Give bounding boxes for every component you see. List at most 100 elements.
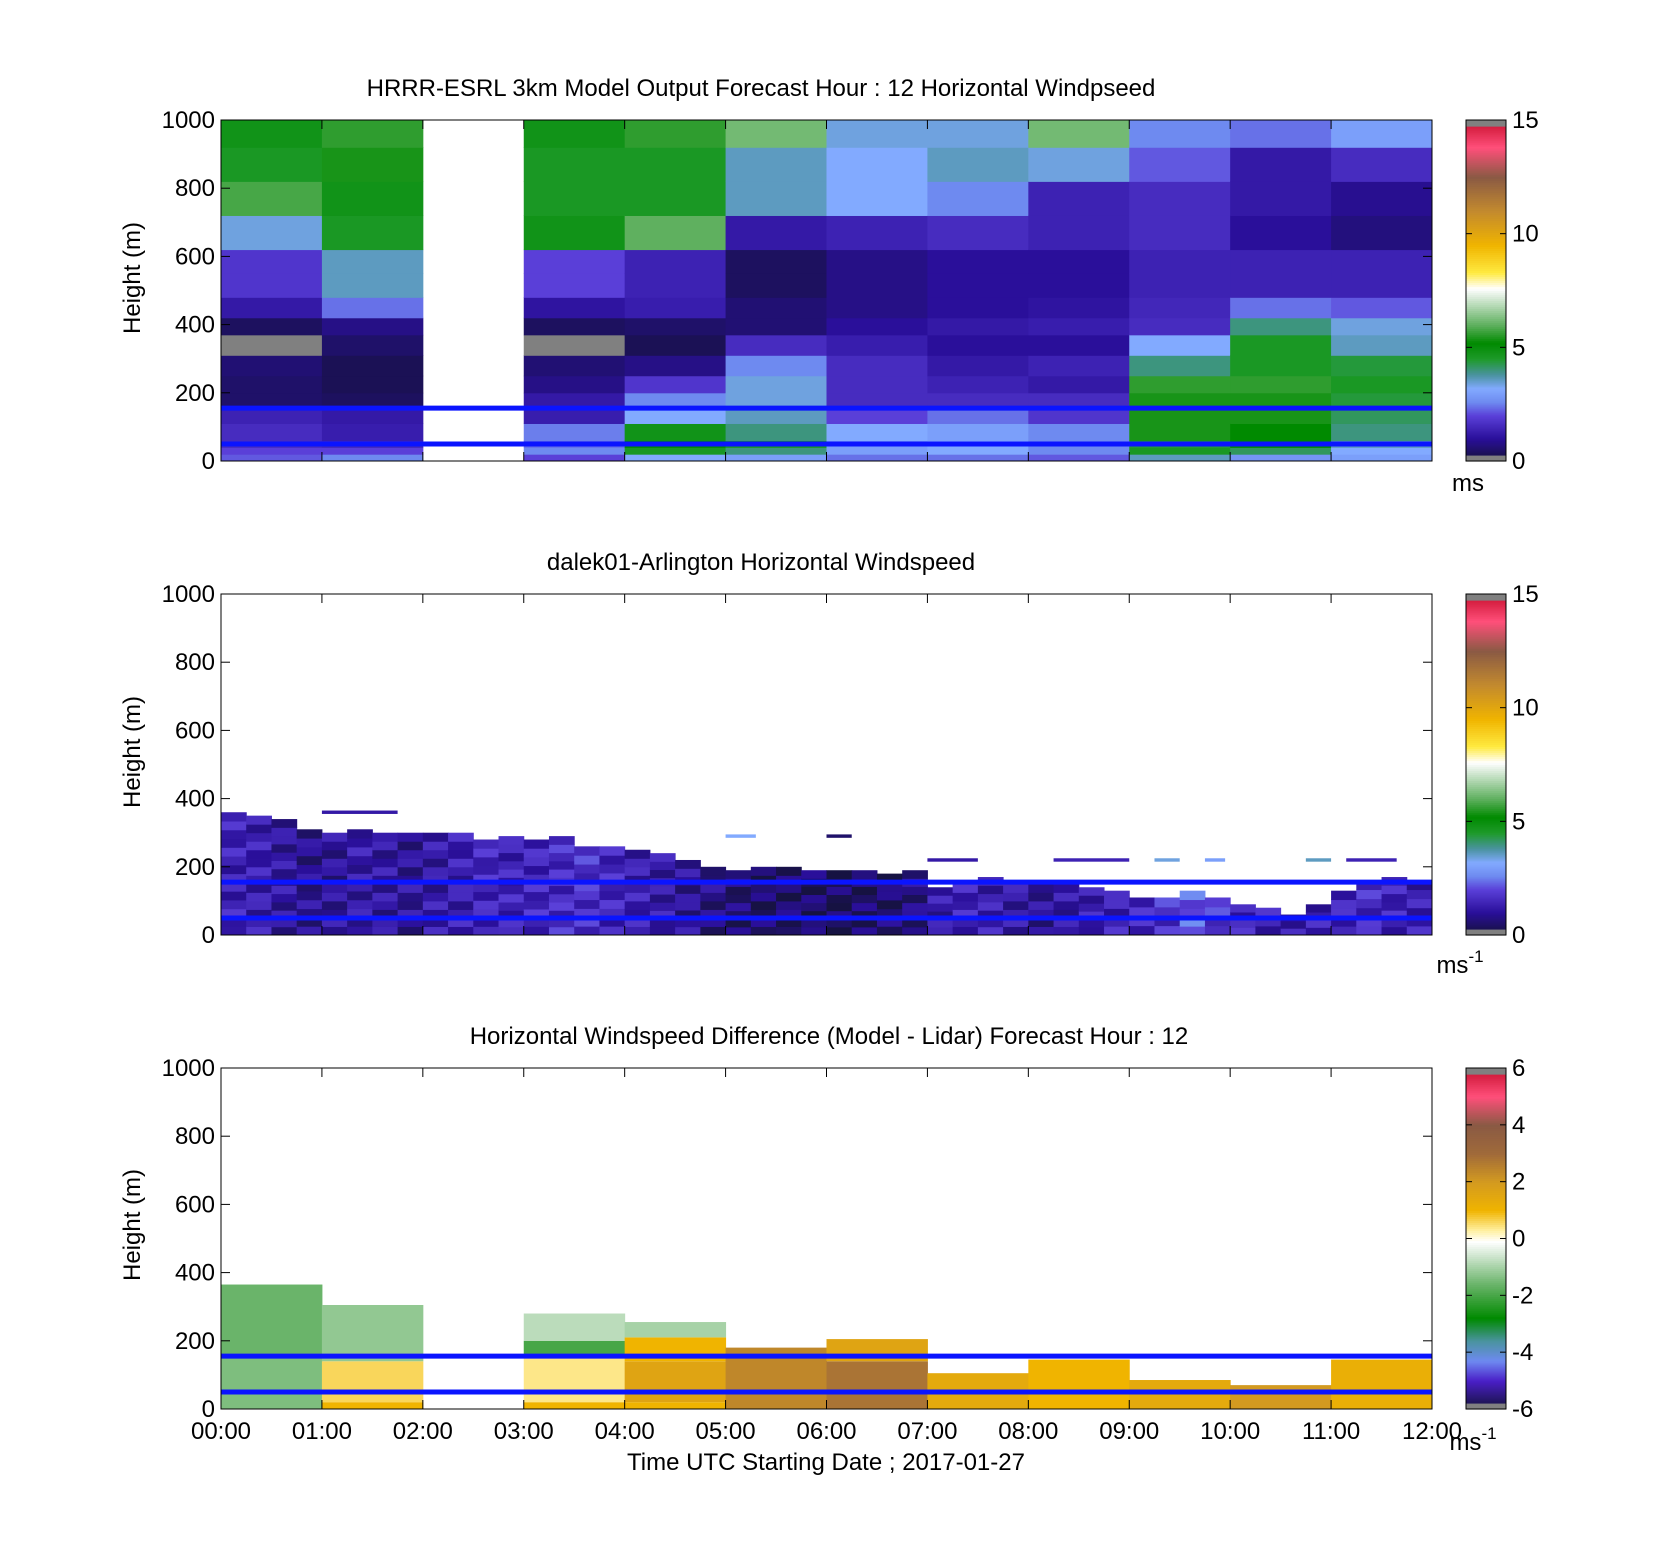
difference-cell xyxy=(1331,1359,1433,1409)
model-cell xyxy=(1129,447,1231,455)
colorbar-segment xyxy=(1466,1340,1506,1344)
lidar-cell xyxy=(624,866,651,876)
lidar-cell xyxy=(826,926,853,936)
lidar-cell xyxy=(574,890,600,901)
lidar-cell xyxy=(1406,898,1433,909)
colorbar-segment xyxy=(1466,398,1506,402)
lidar-cell xyxy=(246,883,272,893)
lidar-cell xyxy=(574,899,600,909)
model-cell xyxy=(221,249,323,274)
model-cell xyxy=(1331,215,1433,251)
lidar-cell xyxy=(574,864,600,874)
lidar-cell xyxy=(1053,909,1080,919)
colorbar-segment xyxy=(1466,898,1506,902)
lidar-cell xyxy=(347,917,373,927)
lidar-cell xyxy=(952,917,979,927)
model-cell xyxy=(1230,375,1332,394)
difference-cell xyxy=(523,1340,626,1358)
lidar-heatmap-cells xyxy=(221,810,1433,936)
colorbar-segment xyxy=(1466,314,1506,318)
x-tick-label: 08:00 xyxy=(998,1418,1058,1445)
colorbar-segment xyxy=(1466,608,1506,611)
colorbar-segment xyxy=(1466,244,1506,247)
colorbar-segment xyxy=(1466,1274,1506,1278)
colorbar-segment xyxy=(1466,1306,1506,1310)
colorbar-segment xyxy=(1466,782,1506,786)
model-cell xyxy=(1129,317,1231,336)
lidar-cell xyxy=(801,902,827,912)
colorbar-segment xyxy=(1466,288,1506,292)
lidar-cell xyxy=(725,902,752,912)
lidar-cell xyxy=(902,910,928,920)
colorbar-segment xyxy=(1466,672,1506,675)
colorbar-segment xyxy=(1466,658,1506,661)
lidar-cell xyxy=(624,900,651,910)
lidar-cell xyxy=(1331,908,1357,918)
difference-cell xyxy=(523,1357,626,1403)
colorbar-segment xyxy=(1466,1264,1506,1268)
model-cell xyxy=(321,215,424,251)
model-cell xyxy=(1129,249,1231,274)
lidar-cell xyxy=(422,866,449,876)
y-tick-label: 200 xyxy=(175,380,215,407)
colorbar-tick-label: 0 xyxy=(1512,448,1525,475)
x-tick-label: 09:00 xyxy=(1099,1418,1159,1445)
lidar-isolated-segment xyxy=(927,858,978,862)
colorbar-segment xyxy=(1466,680,1506,683)
colorbar-segment xyxy=(1466,1334,1506,1338)
colorbar-segment xyxy=(1466,744,1506,748)
colorbar-segment xyxy=(1466,862,1506,866)
colorbar-segment xyxy=(1466,362,1506,366)
lidar-cell xyxy=(397,841,424,851)
colorbar-segment xyxy=(1466,1162,1506,1165)
colorbar-segment xyxy=(1466,656,1506,659)
model-cell xyxy=(221,181,323,216)
colorbar-segment xyxy=(1466,1238,1506,1242)
colorbar-segment xyxy=(1466,180,1506,183)
colorbar-segment xyxy=(1466,852,1506,856)
lidar-cell xyxy=(1078,927,1105,936)
colorbar-segment xyxy=(1466,450,1506,454)
lidar-cell xyxy=(221,873,247,883)
lidar-cell xyxy=(649,885,676,895)
model-cell xyxy=(927,120,1029,148)
colorbar-segment xyxy=(1466,442,1506,446)
colorbar-segment xyxy=(1466,296,1506,300)
lidar-cell xyxy=(347,838,373,848)
colorbar-segment xyxy=(1466,928,1506,932)
model-cell xyxy=(1230,120,1332,148)
model-cell xyxy=(624,147,727,182)
colorbar-segment xyxy=(1466,1234,1506,1238)
colorbar-segment xyxy=(1466,610,1506,613)
colorbar-segment xyxy=(1466,798,1506,802)
lidar-cell xyxy=(1356,898,1383,909)
colorbar-segment xyxy=(1466,920,1506,924)
lidar-cell xyxy=(422,900,449,910)
colorbar-segment xyxy=(1466,1250,1506,1254)
colorbar-segment xyxy=(1466,344,1506,348)
colorbar-segment xyxy=(1466,1156,1506,1159)
model-cell xyxy=(826,297,928,319)
difference-panel-ylabel: Height (m) xyxy=(119,1169,146,1281)
model-cell xyxy=(927,181,1029,216)
colorbar-segment xyxy=(1466,870,1506,874)
model-cell xyxy=(624,355,727,377)
colorbar-segment xyxy=(1466,178,1506,181)
colorbar-segment xyxy=(1466,1184,1506,1187)
colorbar-segment xyxy=(1466,206,1506,209)
lidar-cell xyxy=(498,918,525,928)
lidar-cell xyxy=(523,865,550,875)
model-cell xyxy=(826,147,928,182)
lidar-cell xyxy=(397,917,424,927)
colorbar-segment xyxy=(1466,1124,1506,1127)
lidar-cell xyxy=(574,908,600,918)
model-cell xyxy=(725,355,827,377)
colorbar-segment xyxy=(1466,334,1506,338)
lidar-cell xyxy=(826,910,853,920)
colorbar-segment xyxy=(1466,286,1506,290)
colorbar-segment xyxy=(1466,1148,1506,1151)
difference-cell xyxy=(523,1313,626,1341)
colorbar-segment xyxy=(1466,926,1506,930)
colorbar-tick-label: 0 xyxy=(1512,1226,1525,1253)
lidar-cell xyxy=(321,841,348,851)
